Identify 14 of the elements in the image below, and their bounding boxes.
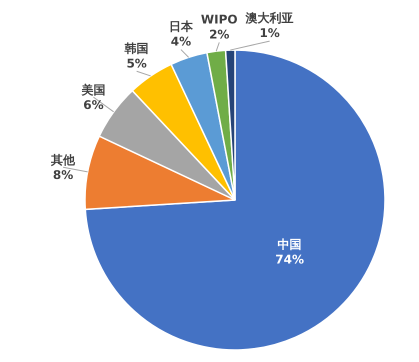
data-label: 1% [259, 26, 280, 40]
data-label: 4% [170, 34, 192, 49]
slice-label: 美国 [80, 83, 106, 98]
data-label: 2% [209, 27, 230, 42]
slice-label: 澳大利亚 [244, 11, 294, 26]
slice-label: 其他 [50, 153, 76, 168]
slice-label: 中国 [278, 237, 302, 252]
data-label: 74% [275, 252, 304, 266]
data-label: 6% [83, 98, 104, 112]
slice-label: 日本 [168, 20, 194, 34]
slice-label: WIPO [200, 12, 238, 26]
data-label: 8% [52, 168, 74, 182]
data-label: 5% [126, 56, 147, 70]
slice-label: 韩国 [124, 41, 149, 56]
